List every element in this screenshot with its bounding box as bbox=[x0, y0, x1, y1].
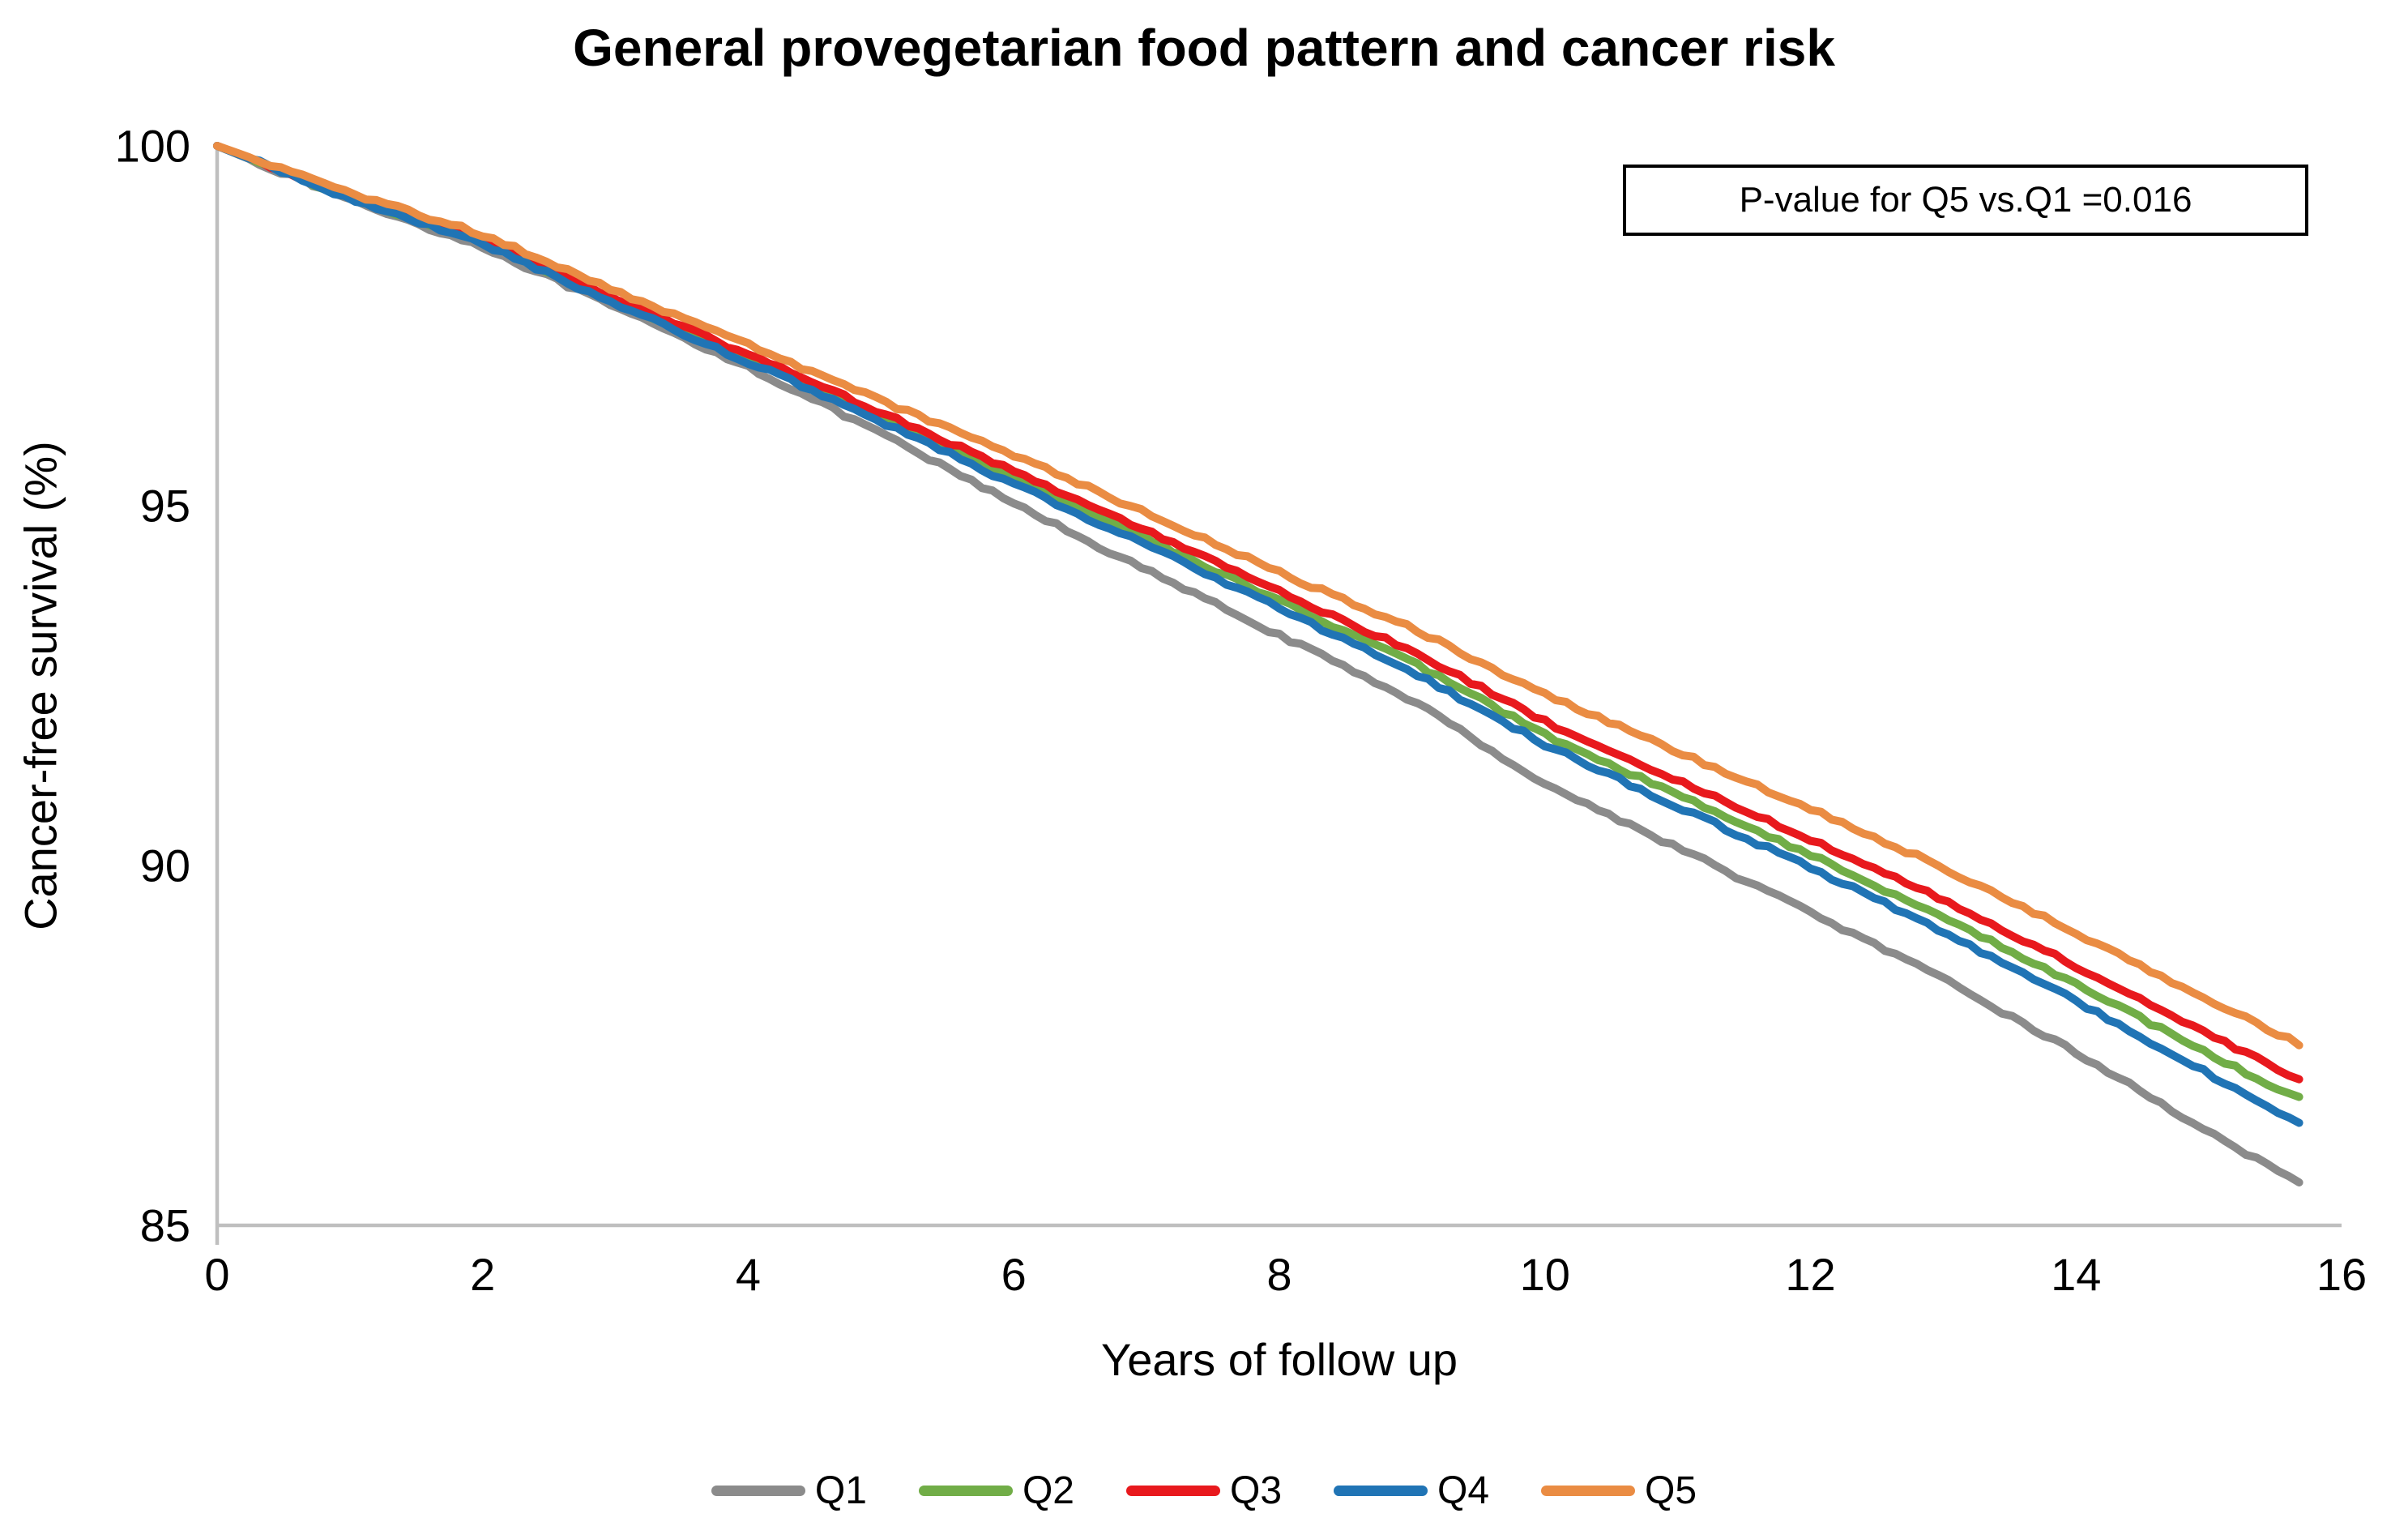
series-line-Q5 bbox=[213, 142, 2303, 1050]
legend-item-Q5: Q5 bbox=[1541, 1468, 1697, 1513]
x-tick-label-4: 4 bbox=[735, 1249, 762, 1300]
y-axis-title: Cancer-free survival (%) bbox=[15, 441, 66, 930]
legend-swatch-Q5 bbox=[1541, 1486, 1636, 1496]
x-tick-label-8: 8 bbox=[1266, 1249, 1292, 1300]
legend-item-Q2: Q2 bbox=[918, 1468, 1074, 1513]
legend-swatch-Q4 bbox=[1334, 1486, 1428, 1496]
series-line-Q3 bbox=[213, 142, 2303, 1084]
legend-item-Q3: Q3 bbox=[1125, 1468, 1283, 1513]
survival-curves bbox=[213, 142, 2303, 1186]
legend-swatch-Q1 bbox=[711, 1486, 805, 1496]
y-tick-label-85: 85 bbox=[139, 1199, 190, 1251]
x-tick-label-0: 0 bbox=[204, 1249, 230, 1300]
x-tick-label-14: 14 bbox=[2051, 1249, 2102, 1300]
legend-label-Q5: Q5 bbox=[1645, 1469, 1697, 1512]
series-line-Q4 bbox=[213, 142, 2303, 1127]
legend-label-Q2: Q2 bbox=[1022, 1469, 1074, 1512]
legend-label-Q1: Q1 bbox=[814, 1469, 867, 1512]
legend-swatch-Q2 bbox=[918, 1486, 1013, 1496]
legend-item-Q4: Q4 bbox=[1334, 1468, 1489, 1513]
legend-label-Q4: Q4 bbox=[1437, 1469, 1490, 1512]
pvalue-annotation-box: P-value for Q5 vs.Q1 =0.016 bbox=[1623, 165, 2308, 236]
x-tick-label-16: 16 bbox=[2316, 1249, 2367, 1300]
pvalue-annotation-text: P-value for Q5 vs.Q1 =0.016 bbox=[1739, 180, 2192, 220]
legend-label-Q3: Q3 bbox=[1229, 1469, 1283, 1512]
x-tick-label-6: 6 bbox=[1001, 1249, 1027, 1300]
y-tick-label-90: 90 bbox=[139, 840, 190, 891]
legend-item-Q1: Q1 bbox=[711, 1468, 867, 1513]
x-axis-title: Years of follow up bbox=[1101, 1334, 1458, 1385]
axes bbox=[215, 144, 2342, 1245]
series-line-Q1 bbox=[213, 142, 2303, 1186]
x-tick-label-10: 10 bbox=[1519, 1249, 1570, 1300]
y-tick-label-95: 95 bbox=[139, 480, 190, 532]
x-tick-label-12: 12 bbox=[1785, 1249, 1836, 1300]
legend: Q1 Q2 Q3 Q4 Q5 bbox=[0, 1468, 2408, 1513]
chart-title: General provegetarian food pattern and c… bbox=[573, 19, 1835, 77]
y-tick-label-100: 100 bbox=[114, 120, 190, 172]
legend-swatch-Q3 bbox=[1125, 1486, 1220, 1496]
x-tick-label-2: 2 bbox=[470, 1249, 496, 1300]
